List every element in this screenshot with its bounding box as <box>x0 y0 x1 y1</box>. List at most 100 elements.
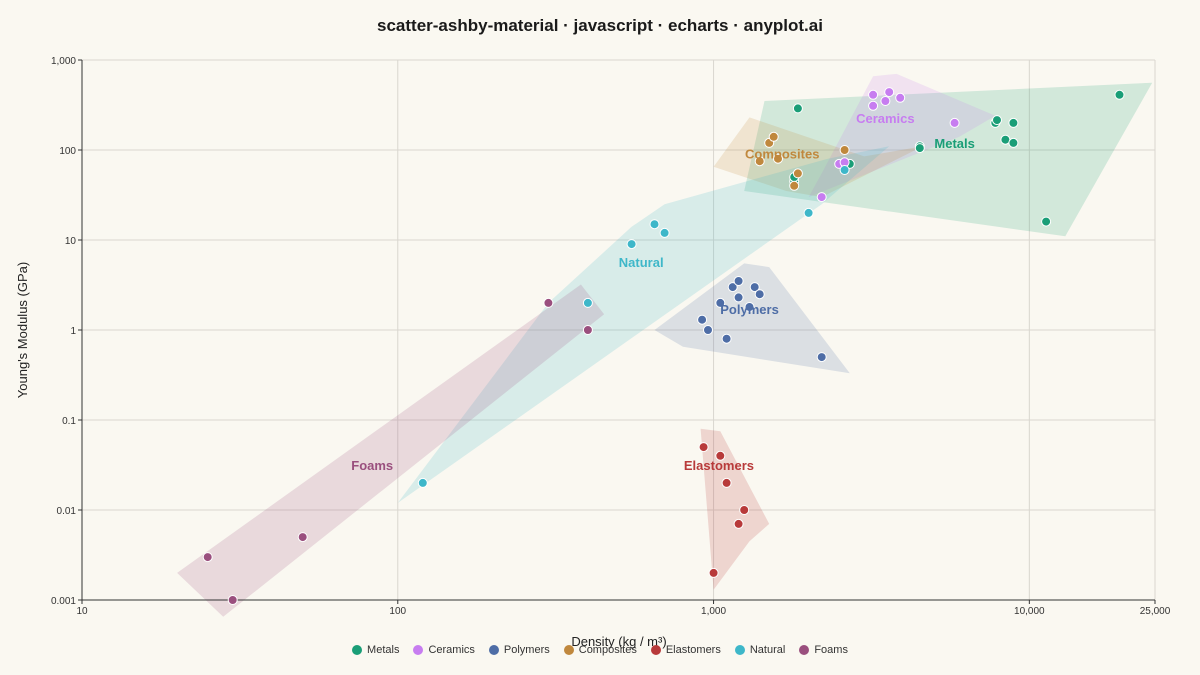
region-label-elastomers: Elastomers <box>684 458 754 473</box>
y-tick-label: 1,000 <box>51 56 76 67</box>
data-point-composites[interactable] <box>789 180 800 191</box>
legend-item-foams[interactable]: Foams <box>799 644 848 656</box>
data-point-polymers[interactable] <box>727 282 738 293</box>
region-foams <box>177 284 605 617</box>
data-point-polymers[interactable] <box>816 352 827 363</box>
data-point-elastomers[interactable] <box>708 567 719 578</box>
y-tick-label: 0.001 <box>51 596 76 607</box>
y-tick-label: 10 <box>65 236 77 247</box>
data-point-ceramics[interactable] <box>895 92 906 103</box>
legend-item-elastomers[interactable]: Elastomers <box>650 644 721 656</box>
legend-label: Elastomers <box>665 644 721 656</box>
x-axis-title: Density (kg / m³) <box>571 634 666 649</box>
legend-item-polymers[interactable]: Polymers <box>488 644 550 656</box>
chart-title: scatter-ashby-material · javascript · ec… <box>377 16 823 35</box>
legend-swatch <box>734 645 745 655</box>
legend-label: Ceramics <box>428 644 475 656</box>
region-label-foams: Foams <box>351 458 393 473</box>
legend-swatch <box>799 645 810 655</box>
legend-swatch <box>352 645 363 655</box>
legend-swatch <box>488 645 499 655</box>
data-point-polymers[interactable] <box>697 314 708 325</box>
legend: Metals Ceramics Polymers Composites Elastome… <box>0 644 1200 656</box>
legend-item-ceramics[interactable]: Ceramics <box>413 644 475 656</box>
y-axis-title: Young's Modulus (GPa) <box>15 262 30 398</box>
data-point-natural[interactable] <box>582 297 593 308</box>
legend-item-natural[interactable]: Natural <box>734 644 786 656</box>
legend-label: Foams <box>814 644 848 656</box>
region-label-polymers: Polymers <box>720 302 779 317</box>
data-point-foams[interactable] <box>202 552 213 563</box>
x-tick-label: 1,000 <box>701 606 726 617</box>
data-point-natural[interactable] <box>649 219 660 230</box>
data-point-polymers[interactable] <box>749 282 760 293</box>
data-point-polymers[interactable] <box>754 289 765 300</box>
data-point-foams[interactable] <box>543 297 554 308</box>
data-point-metals[interactable] <box>914 143 925 154</box>
data-point-metals[interactable] <box>1041 216 1052 227</box>
data-point-ceramics[interactable] <box>949 117 960 128</box>
legend-swatch <box>563 645 574 655</box>
legend-label: Metals <box>367 644 400 656</box>
data-point-elastomers[interactable] <box>715 450 726 461</box>
data-point-ceramics[interactable] <box>884 87 895 98</box>
data-point-ceramics[interactable] <box>816 192 827 203</box>
data-point-metals[interactable] <box>1008 137 1019 148</box>
x-tick-label: 10,000 <box>1014 606 1045 617</box>
y-tick-label: 1 <box>70 326 76 337</box>
data-point-natural[interactable] <box>626 239 637 250</box>
data-point-foams[interactable] <box>297 532 308 543</box>
region-labels: Metals Ceramics Composites Natural Polymers E… <box>351 111 975 473</box>
x-tick-label: 10 <box>76 606 88 617</box>
data-point-polymers[interactable] <box>703 325 713 335</box>
legend-item-composites[interactable]: Composites <box>563 644 637 656</box>
data-points <box>202 87 1125 605</box>
data-point-metals[interactable] <box>792 103 803 114</box>
legend-label: Composites <box>578 644 637 656</box>
legend-swatch <box>413 645 424 655</box>
data-point-polymers[interactable] <box>744 302 755 312</box>
data-point-natural[interactable] <box>803 207 814 218</box>
region-ceramics <box>808 73 996 198</box>
legend-item-metals[interactable]: Metals <box>352 644 399 656</box>
data-point-metals[interactable] <box>1114 89 1125 100</box>
data-point-composites[interactable] <box>754 156 765 167</box>
data-point-elastomers[interactable] <box>733 518 744 529</box>
data-point-natural[interactable] <box>839 165 850 175</box>
region-metals <box>744 82 1153 237</box>
data-point-foams[interactable] <box>227 595 238 605</box>
data-point-ceramics[interactable] <box>880 96 891 106</box>
data-point-natural[interactable] <box>659 227 670 238</box>
y-tick-label: 100 <box>59 146 76 157</box>
data-point-elastomers[interactable] <box>698 442 709 453</box>
data-point-composites[interactable] <box>839 145 850 155</box>
legend-label: Polymers <box>503 644 550 656</box>
region-label-natural: Natural <box>619 255 664 270</box>
data-point-polymers[interactable] <box>733 276 744 286</box>
legend-label: Natural <box>749 644 786 656</box>
y-tick-label: 0.1 <box>62 416 76 427</box>
x-tick-label: 100 <box>389 606 406 617</box>
data-point-polymers[interactable] <box>715 297 726 308</box>
data-point-composites[interactable] <box>773 153 783 164</box>
data-point-foams[interactable] <box>582 325 593 335</box>
material-family-regions <box>177 73 1153 617</box>
data-point-elastomers[interactable] <box>739 505 750 515</box>
data-point-polymers[interactable] <box>733 292 744 303</box>
data-point-composites[interactable] <box>768 131 779 142</box>
region-label-metals: Metals <box>934 136 974 151</box>
data-point-ceramics[interactable] <box>868 100 879 111</box>
data-point-natural[interactable] <box>417 477 428 488</box>
data-point-elastomers[interactable] <box>721 477 732 488</box>
y-tick-label: 0.01 <box>57 506 77 517</box>
data-point-polymers[interactable] <box>721 333 732 344</box>
region-natural <box>397 146 890 503</box>
data-point-metals[interactable] <box>1008 117 1019 128</box>
data-point-composites[interactable] <box>792 168 803 179</box>
legend-swatch <box>650 645 661 655</box>
region-label-ceramics: Ceramics <box>856 111 915 126</box>
x-tick-label: 25,000 <box>1140 606 1171 617</box>
data-point-metals[interactable] <box>992 115 1002 126</box>
data-point-ceramics[interactable] <box>868 89 879 100</box>
